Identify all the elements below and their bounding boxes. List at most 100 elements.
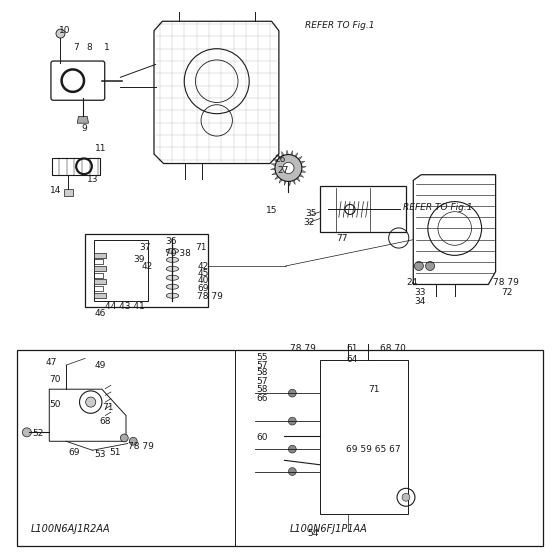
Text: 9: 9 [81,124,87,133]
Polygon shape [279,179,282,183]
Text: 72: 72 [501,288,512,297]
Ellipse shape [166,249,179,254]
Ellipse shape [166,276,179,281]
Text: 58: 58 [256,385,268,394]
Circle shape [288,417,296,425]
Text: 69: 69 [68,448,80,457]
Text: 8: 8 [87,43,92,52]
Text: 32: 32 [304,218,315,227]
Text: 7: 7 [73,43,78,52]
Polygon shape [282,151,284,156]
Polygon shape [302,166,306,168]
Circle shape [275,155,302,181]
Polygon shape [299,174,304,178]
Text: 42: 42 [141,262,152,270]
Text: 51: 51 [109,448,121,457]
Text: 68 70: 68 70 [380,344,405,353]
Text: 66: 66 [256,394,268,403]
Polygon shape [277,155,281,158]
Text: 14: 14 [50,186,62,195]
Text: 53: 53 [94,450,106,459]
Polygon shape [301,170,306,172]
Text: 10: 10 [59,26,71,35]
Text: 68: 68 [100,417,111,426]
Text: 1: 1 [104,43,109,52]
Text: 45: 45 [197,269,208,278]
Text: 78 79: 78 79 [290,344,316,353]
Text: 78 79: 78 79 [197,292,223,301]
Text: 15: 15 [266,206,278,214]
Circle shape [288,389,296,397]
Text: 50: 50 [49,400,61,409]
Text: 55: 55 [256,353,268,362]
Circle shape [120,434,128,442]
Polygon shape [94,279,106,284]
Polygon shape [94,266,106,271]
Text: 58: 58 [256,368,268,377]
Text: 26: 26 [274,155,286,164]
Circle shape [288,445,296,453]
Text: 11: 11 [95,144,107,153]
Circle shape [426,262,435,270]
Text: 52: 52 [32,430,44,438]
Polygon shape [77,116,88,123]
Text: 71: 71 [195,243,207,252]
Polygon shape [298,156,302,160]
Text: L100N6FJ1P1AA: L100N6FJ1P1AA [290,524,368,534]
Polygon shape [270,168,275,170]
Text: 69 59 65 67: 69 59 65 67 [346,445,401,454]
Polygon shape [292,180,295,185]
Polygon shape [295,153,298,157]
Ellipse shape [166,258,179,262]
Text: REFER TO Fig.1: REFER TO Fig.1 [403,203,473,212]
Polygon shape [286,150,288,155]
Polygon shape [296,178,300,181]
Text: 57: 57 [256,361,268,370]
Text: 47: 47 [46,358,57,367]
Polygon shape [273,158,278,162]
Text: 54: 54 [307,529,318,538]
Text: 61: 61 [346,344,358,353]
Ellipse shape [166,267,179,272]
Circle shape [288,468,296,475]
Ellipse shape [166,293,179,298]
Text: 44 43 41: 44 43 41 [105,302,145,311]
Polygon shape [288,181,291,186]
Polygon shape [300,161,305,164]
Text: 27: 27 [277,166,288,175]
Polygon shape [94,253,106,258]
Text: 42: 42 [197,262,208,270]
Text: 69: 69 [197,284,209,293]
Text: 64: 64 [346,355,357,364]
Circle shape [22,428,31,437]
Text: 71: 71 [368,385,380,394]
Ellipse shape [166,284,179,290]
Text: 34: 34 [414,297,426,306]
Text: 71: 71 [102,403,114,412]
Polygon shape [64,189,73,196]
Text: 49: 49 [94,361,105,370]
Text: 33: 33 [414,288,426,297]
Circle shape [56,29,65,38]
Text: 39: 39 [133,255,145,264]
Circle shape [86,397,96,407]
Text: 78 79: 78 79 [493,278,519,287]
Polygon shape [275,176,279,180]
Polygon shape [291,151,292,155]
Text: 60: 60 [256,433,268,442]
Text: 77: 77 [336,234,348,242]
Polygon shape [94,293,106,298]
Text: 35: 35 [305,209,317,218]
Polygon shape [284,181,286,185]
Text: 37: 37 [139,243,151,252]
Text: 13: 13 [87,175,99,184]
Text: 57: 57 [256,377,268,386]
Circle shape [414,262,423,270]
Text: 24: 24 [406,278,417,287]
Text: 70 38: 70 38 [165,249,191,258]
Text: 36: 36 [165,237,177,246]
Circle shape [129,437,137,445]
Text: 40: 40 [197,276,208,285]
Circle shape [402,493,410,501]
Polygon shape [271,164,276,166]
